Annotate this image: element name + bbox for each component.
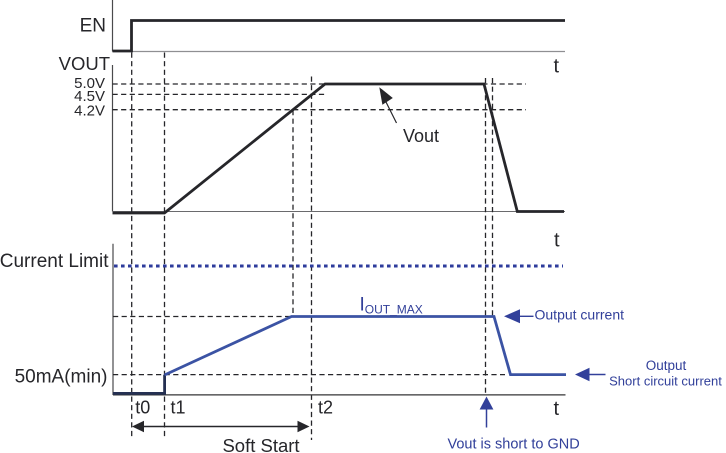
svg-text:OUT_MAX: OUT_MAX: [365, 302, 423, 316]
svg-text:t: t: [554, 230, 560, 252]
svg-text:50mA(min): 50mA(min): [15, 367, 108, 388]
svg-text:Short circuit current: Short circuit current: [609, 374, 722, 389]
svg-text:Soft Start: Soft Start: [222, 435, 299, 453]
svg-text:t1: t1: [171, 398, 186, 418]
svg-text:VOUT: VOUT: [59, 53, 110, 74]
svg-text:I: I: [360, 295, 365, 316]
svg-text:t: t: [554, 398, 560, 420]
svg-text:Output: Output: [646, 358, 687, 373]
svg-text:t0: t0: [135, 398, 150, 418]
svg-text:t2: t2: [318, 398, 333, 418]
svg-text:Vout is short to GND: Vout is short to GND: [448, 437, 580, 453]
svg-text:4.2V: 4.2V: [74, 103, 105, 120]
svg-text:EN: EN: [80, 16, 106, 37]
svg-text:Current Limit: Current Limit: [0, 251, 109, 272]
svg-text:t: t: [554, 56, 560, 78]
svg-text:Vout: Vout: [403, 126, 439, 146]
svg-text:Output current: Output current: [535, 306, 625, 322]
svg-text:4.5V: 4.5V: [74, 88, 105, 105]
svg-text:5.0V: 5.0V: [74, 75, 105, 92]
